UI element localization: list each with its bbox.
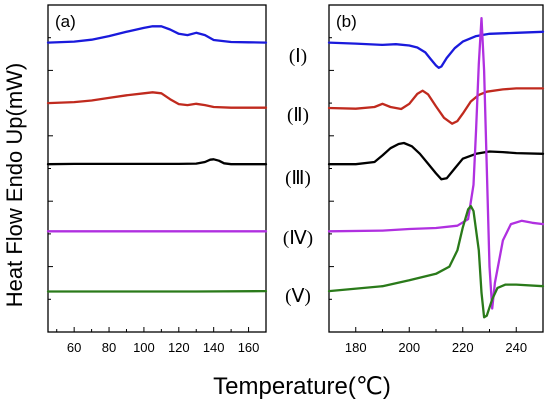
panel-b-series-v [327, 204, 545, 319]
panel-a-series-ii [46, 91, 268, 109]
panel-a-x-tick-label: 80 [102, 340, 116, 355]
panel-a-frame [47, 4, 267, 333]
panel-a-ticks: 60 80 100 120 140 160 [48, 37, 260, 355]
panel-a-x-tick-label: 160 [238, 340, 260, 355]
panel-b-curves [327, 16, 545, 319]
panel-a-label: (a) [55, 12, 76, 31]
x-axis-label: Temperature(℃) [213, 373, 391, 400]
y-axis-label: Heat Flow Endo Up(mW) [2, 63, 27, 308]
panel-b-x-tick-label: 220 [452, 340, 474, 355]
panel-b-x-tick-label: 180 [345, 340, 367, 355]
curve-labels: (Ⅰ) (Ⅱ) (Ⅲ) (Ⅳ) (Ⅴ) [283, 46, 313, 307]
panel-a-x-tick-label: 60 [67, 340, 81, 355]
curve-label-i: (Ⅰ) [289, 46, 307, 67]
panel-b: (b) 180 200 220 240 [327, 4, 545, 355]
panel-b-frame [328, 4, 544, 333]
panel-b-x-tick-label: 240 [505, 340, 527, 355]
panel-b-series-iii [327, 141, 545, 181]
panel-b-series-iv [327, 16, 545, 310]
curve-label-iii: (Ⅲ) [285, 168, 311, 189]
panel-a-curves [46, 25, 268, 293]
panel-b-series-i [327, 30, 545, 69]
panel-a-series-iii [46, 158, 268, 166]
panel-b-x-tick-label: 200 [398, 340, 420, 355]
panel-b-label: (b) [336, 12, 357, 31]
panel-a-series-i [46, 25, 268, 44]
curve-label-iv: (Ⅳ) [283, 228, 313, 249]
panel-a-x-tick-label: 140 [203, 340, 225, 355]
panel-a-x-tick-label: 120 [168, 340, 190, 355]
panel-b-series-ii [327, 87, 545, 125]
panel-a-x-tick-label: 100 [133, 340, 155, 355]
curve-label-v: (Ⅴ) [285, 286, 311, 307]
panel-b-ticks: 180 200 220 240 [329, 37, 527, 355]
panel-a: (a) 60 80 100 120 140 160 [46, 4, 268, 355]
curve-label-ii: (Ⅱ) [287, 105, 309, 126]
